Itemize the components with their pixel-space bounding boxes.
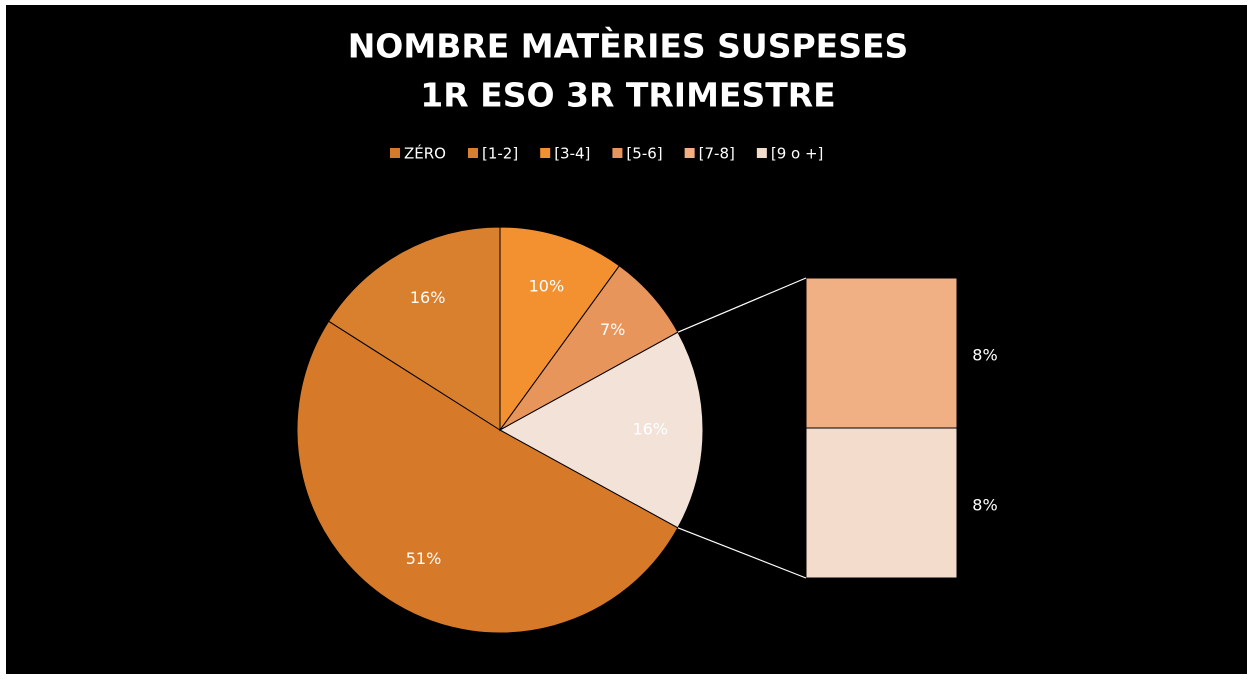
data-label: 7%	[600, 320, 625, 339]
bar-segment	[805, 277, 958, 429]
legend-label: [9 o +]	[771, 145, 824, 163]
connector-line	[677, 277, 807, 333]
legend-label: [5-6]	[626, 145, 662, 163]
legend-swatch	[756, 148, 767, 158]
connector-line	[677, 527, 807, 579]
data-label: 16%	[632, 420, 668, 439]
legend-label: [1-2]	[482, 145, 518, 163]
legend-label: [3-4]	[554, 145, 590, 163]
legend-swatch	[540, 148, 551, 158]
pie-slice	[296, 320, 679, 634]
pie-slice	[499, 226, 621, 432]
data-label: 51%	[406, 549, 442, 568]
bar-segment	[805, 427, 958, 579]
legend-swatch	[390, 148, 400, 158]
legend-label: ZÉRO	[404, 144, 446, 163]
data-label: 8%	[972, 346, 997, 365]
pie-other-slice	[498, 331, 704, 529]
legend-swatch	[684, 148, 695, 158]
data-label: 10%	[529, 277, 565, 296]
legend-swatch	[612, 148, 623, 158]
pie-slice	[327, 226, 501, 431]
legend-label: [7-8]	[699, 145, 735, 163]
data-label: 8%	[972, 496, 997, 515]
chart-title: NOMBRE MATÈRIES SUSPESES	[348, 26, 909, 66]
chart-title: 1R ESO 3R TRIMESTRE	[420, 76, 835, 115]
data-label: 16%	[410, 288, 446, 307]
legend-swatch	[467, 148, 478, 158]
